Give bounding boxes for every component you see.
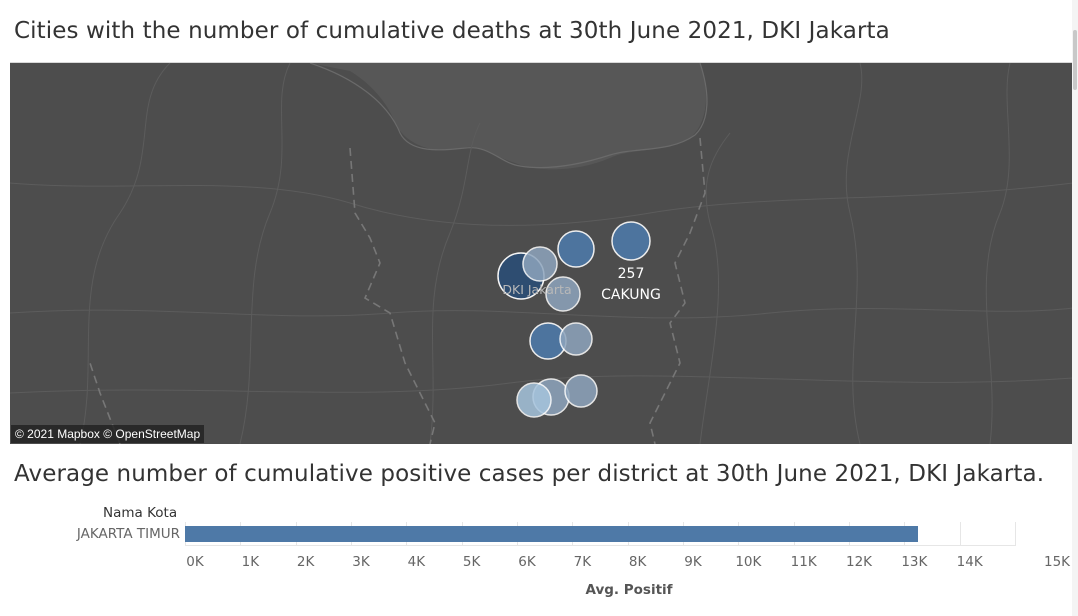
district-bubble xyxy=(557,230,595,268)
x-tick-label: 7K xyxy=(573,554,592,570)
bar-chart-title: Average number of cumulative positive ca… xyxy=(14,461,1045,487)
x-tick-label: 9K xyxy=(684,554,702,570)
map-canvas: DKI Jakarta 257 CAKUNG xyxy=(10,63,1073,444)
x-tick-label: 11K xyxy=(790,554,817,570)
x-tick-label: 12K xyxy=(845,554,873,570)
x-tick-label: 14K xyxy=(956,554,983,570)
sea-area xyxy=(10,63,1073,170)
district-bubble xyxy=(516,382,552,418)
map-attribution[interactable]: © 2021 Mapbox © OpenStreetMap xyxy=(11,425,205,443)
grid-line xyxy=(1015,522,1016,546)
x-tick-label: 3K xyxy=(352,554,370,570)
x-tick-label: 13K xyxy=(901,554,928,570)
x-tick-label: 8K xyxy=(628,554,647,570)
x-axis-line xyxy=(185,545,1015,546)
x-tick-label: 4K xyxy=(407,554,426,570)
x-tick-label: 0K xyxy=(186,554,204,570)
district-bubble xyxy=(522,246,558,282)
map-region-label: DKI Jakarta xyxy=(502,282,571,297)
highlight-value-label: 257 xyxy=(618,266,645,282)
scrollbar-thumb[interactable] xyxy=(1073,30,1077,90)
bar[interactable] xyxy=(185,526,919,542)
x-tick-label: 1K xyxy=(241,554,260,570)
scrollbar[interactable] xyxy=(1072,0,1078,616)
x-tick-label: 6K xyxy=(518,554,536,570)
x-tick-label: 5K xyxy=(462,554,481,570)
district-map[interactable]: DKI Jakarta 257 CAKUNG © 2021 Mapbox © O… xyxy=(10,63,1073,444)
x-tick-label: 15K xyxy=(1043,554,1071,570)
coast-line xyxy=(309,63,708,169)
category-label: JAKARTA TIMUR xyxy=(76,526,180,542)
highlight-district-label: CAKUNG xyxy=(601,287,661,303)
district-bubble xyxy=(564,374,598,408)
road-network xyxy=(10,63,1073,444)
title-divider xyxy=(10,62,1072,63)
x-axis-title: Avg. Positif xyxy=(585,582,673,598)
district-bubble xyxy=(559,322,593,356)
x-tick-label: 10K xyxy=(735,554,762,570)
grid-line xyxy=(959,522,961,546)
x-tick-label: 2K xyxy=(296,554,315,570)
row-header: Nama Kota xyxy=(103,505,178,521)
district-bubble xyxy=(545,276,581,312)
district-bubble xyxy=(611,221,651,261)
map-chart-title: Cities with the number of cumulative dea… xyxy=(14,18,890,44)
district-bubbles xyxy=(497,221,651,418)
